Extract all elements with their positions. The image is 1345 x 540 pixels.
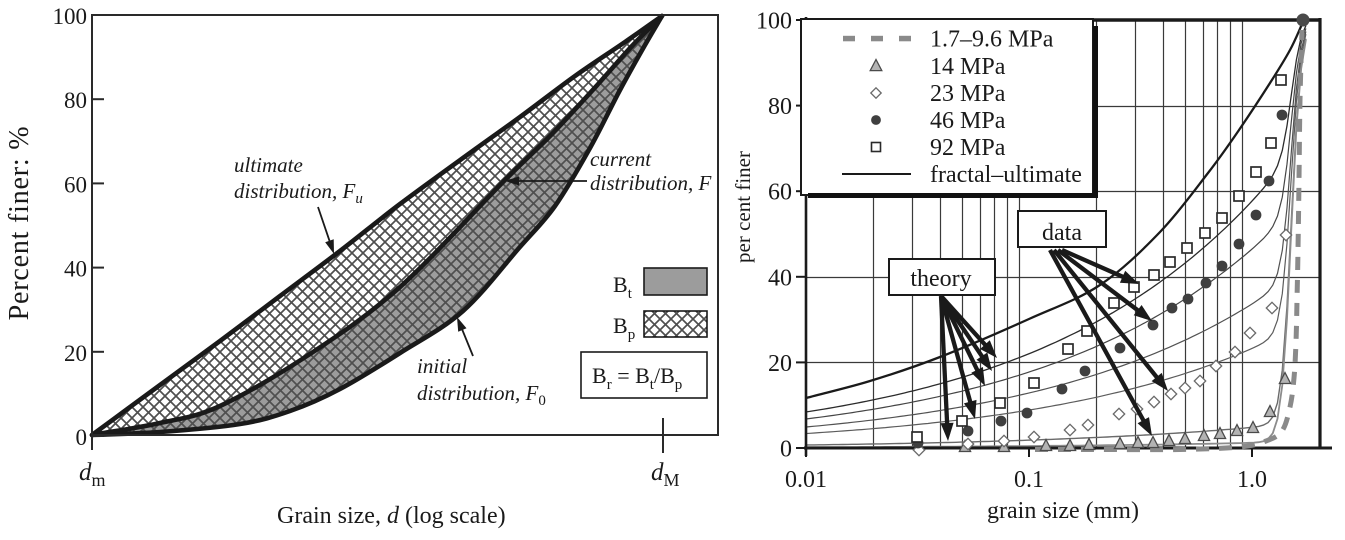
svg-text:14 MPa: 14 MPa [930,54,1006,80]
svg-text:0: 0 [780,437,792,463]
svg-text:80: 80 [768,94,792,120]
svg-text:distribution, F: distribution, F [590,171,712,195]
svg-text:80: 80 [64,88,87,113]
svg-text:0: 0 [76,425,88,450]
svg-text:Grain size, d (log scale): Grain size, d (log scale) [277,503,506,529]
svg-text:92 MPa: 92 MPa [930,135,1006,161]
svg-text:0.1: 0.1 [1014,467,1044,493]
svg-text:100: 100 [756,9,792,35]
svg-text:40: 40 [768,265,792,291]
svg-text:1.7–9.6 MPa: 1.7–9.6 MPa [930,27,1054,53]
svg-text:60: 60 [64,172,87,197]
svg-text:per cent finer: per cent finer [731,151,755,263]
svg-text:Percent finer: %: Percent finer: % [4,126,35,321]
svg-text:1.0: 1.0 [1237,467,1267,493]
svg-text:ultimate: ultimate [234,153,303,177]
svg-text:data: data [1042,220,1082,246]
svg-text:40: 40 [64,257,87,282]
svg-text:0.01: 0.01 [785,467,827,493]
svg-text:distribution, F0: distribution, F0 [417,381,546,409]
svg-text:initial: initial [417,354,467,378]
svg-text:20: 20 [768,351,792,377]
svg-text:grain size (mm): grain size (mm) [987,498,1139,524]
svg-text:46 MPa: 46 MPa [930,108,1006,134]
svg-text:current: current [590,147,652,171]
svg-text:20: 20 [64,341,87,366]
svg-text:60: 60 [768,180,792,206]
svg-text:theory: theory [910,266,971,292]
svg-text:distribution, Fu: distribution, Fu [234,179,363,207]
svg-text:fractal–ultimate: fractal–ultimate [930,162,1082,188]
svg-text:23 MPa: 23 MPa [930,81,1006,107]
svg-text:100: 100 [53,4,88,29]
